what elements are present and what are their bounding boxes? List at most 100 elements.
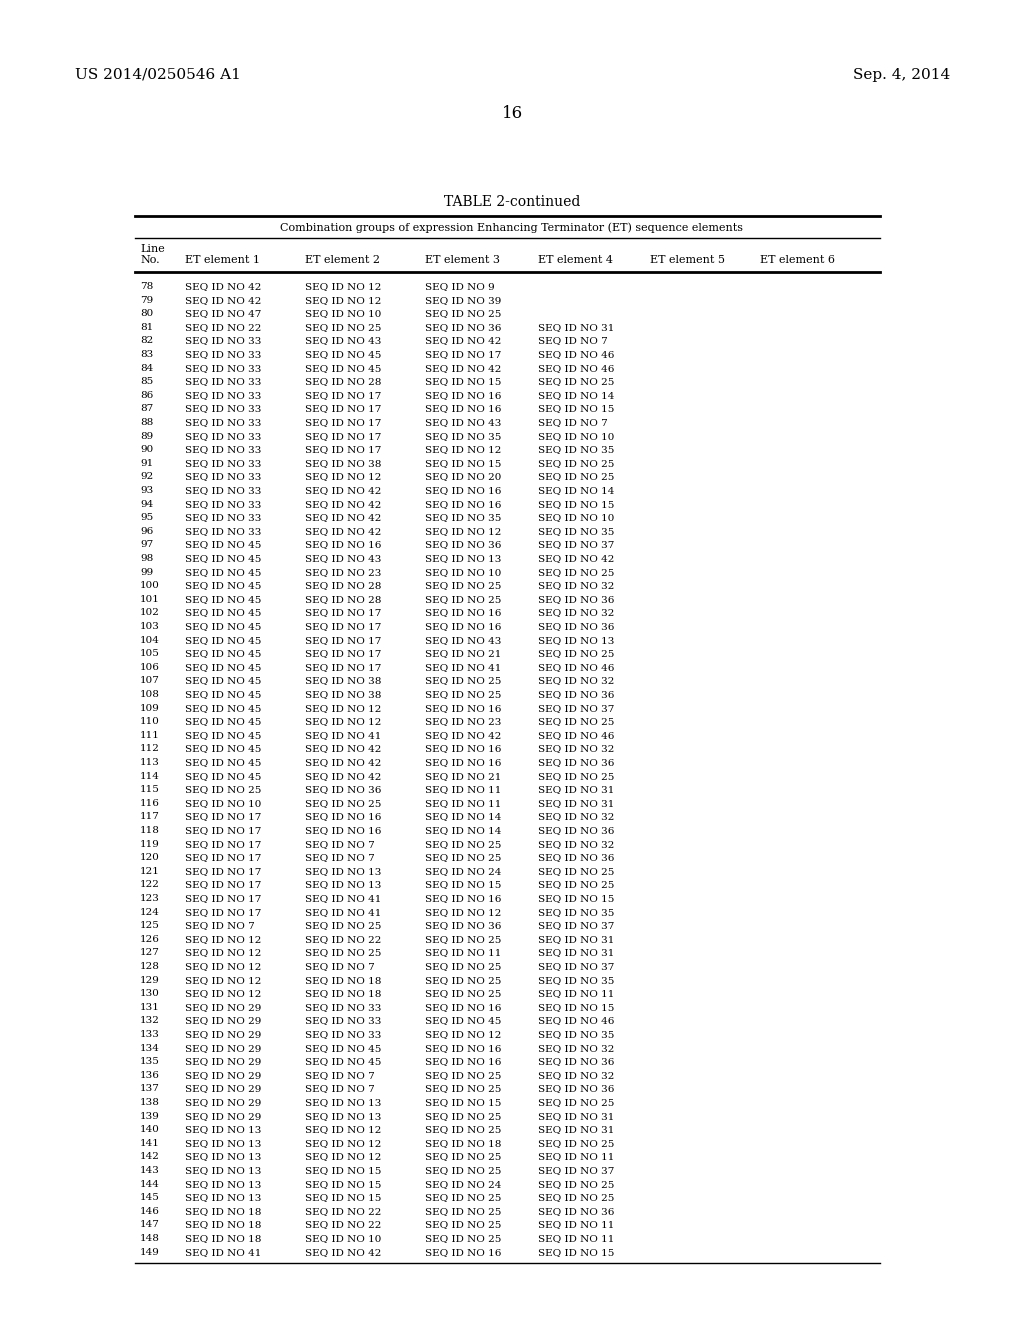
Text: SEQ ID NO 16: SEQ ID NO 16	[425, 391, 502, 400]
Text: 149: 149	[140, 1247, 160, 1257]
Text: SEQ ID NO 22: SEQ ID NO 22	[185, 323, 261, 331]
Text: SEQ ID NO 17: SEQ ID NO 17	[185, 840, 261, 849]
Text: ET element 2: ET element 2	[305, 255, 380, 265]
Text: SEQ ID NO 12: SEQ ID NO 12	[305, 1139, 381, 1148]
Text: SEQ ID NO 15: SEQ ID NO 15	[425, 880, 502, 890]
Text: SEQ ID NO 33: SEQ ID NO 33	[185, 418, 261, 426]
Text: SEQ ID NO 32: SEQ ID NO 32	[538, 812, 614, 821]
Text: SEQ ID NO 17: SEQ ID NO 17	[305, 418, 381, 426]
Text: SEQ ID NO 25: SEQ ID NO 25	[425, 309, 502, 318]
Text: SEQ ID NO 31: SEQ ID NO 31	[538, 785, 614, 795]
Text: 82: 82	[140, 337, 154, 346]
Text: 131: 131	[140, 1003, 160, 1012]
Text: SEQ ID NO 45: SEQ ID NO 45	[185, 581, 261, 590]
Text: SEQ ID NO 45: SEQ ID NO 45	[185, 772, 261, 780]
Text: SEQ ID NO 38: SEQ ID NO 38	[305, 459, 381, 467]
Text: 126: 126	[140, 935, 160, 944]
Text: SEQ ID NO 25: SEQ ID NO 25	[425, 581, 502, 590]
Text: SEQ ID NO 36: SEQ ID NO 36	[538, 595, 614, 603]
Text: 103: 103	[140, 622, 160, 631]
Text: SEQ ID NO 12: SEQ ID NO 12	[425, 908, 502, 916]
Text: SEQ ID NO 10: SEQ ID NO 10	[305, 1234, 381, 1243]
Text: SEQ ID NO 31: SEQ ID NO 31	[538, 1125, 614, 1134]
Text: SEQ ID NO 45: SEQ ID NO 45	[305, 363, 381, 372]
Text: 107: 107	[140, 676, 160, 685]
Text: SEQ ID NO 13: SEQ ID NO 13	[185, 1193, 261, 1203]
Text: ET element 4: ET element 4	[538, 255, 613, 265]
Text: SEQ ID NO 45: SEQ ID NO 45	[185, 649, 261, 659]
Text: SEQ ID NO 42: SEQ ID NO 42	[185, 282, 261, 290]
Text: 85: 85	[140, 378, 154, 387]
Text: SEQ ID NO 42: SEQ ID NO 42	[305, 513, 381, 523]
Text: SEQ ID NO 12: SEQ ID NO 12	[305, 282, 381, 290]
Text: SEQ ID NO 25: SEQ ID NO 25	[538, 1180, 614, 1188]
Text: SEQ ID NO 41: SEQ ID NO 41	[185, 1247, 261, 1257]
Text: 94: 94	[140, 499, 154, 508]
Text: SEQ ID NO 25: SEQ ID NO 25	[538, 1139, 614, 1148]
Text: SEQ ID NO 25: SEQ ID NO 25	[538, 378, 614, 387]
Text: 95: 95	[140, 513, 154, 523]
Text: SEQ ID NO 25: SEQ ID NO 25	[425, 1111, 502, 1121]
Text: SEQ ID NO 12: SEQ ID NO 12	[305, 296, 381, 305]
Text: 123: 123	[140, 894, 160, 903]
Text: SEQ ID NO 13: SEQ ID NO 13	[185, 1166, 261, 1175]
Text: SEQ ID NO 25: SEQ ID NO 25	[538, 649, 614, 659]
Text: 127: 127	[140, 948, 160, 957]
Text: SEQ ID NO 12: SEQ ID NO 12	[305, 704, 381, 713]
Text: SEQ ID NO 25: SEQ ID NO 25	[425, 1193, 502, 1203]
Text: SEQ ID NO 23: SEQ ID NO 23	[305, 568, 381, 577]
Text: SEQ ID NO 45: SEQ ID NO 45	[185, 676, 261, 685]
Text: SEQ ID NO 43: SEQ ID NO 43	[305, 337, 381, 346]
Text: SEQ ID NO 16: SEQ ID NO 16	[425, 1057, 502, 1067]
Text: SEQ ID NO 32: SEQ ID NO 32	[538, 609, 614, 618]
Text: SEQ ID NO 32: SEQ ID NO 32	[538, 1044, 614, 1052]
Text: SEQ ID NO 11: SEQ ID NO 11	[425, 948, 502, 957]
Text: SEQ ID NO 42: SEQ ID NO 42	[185, 296, 261, 305]
Text: SEQ ID NO 17: SEQ ID NO 17	[305, 663, 381, 672]
Text: SEQ ID NO 14: SEQ ID NO 14	[425, 812, 502, 821]
Text: 92: 92	[140, 473, 154, 482]
Text: 104: 104	[140, 636, 160, 644]
Text: 87: 87	[140, 404, 154, 413]
Text: SEQ ID NO 22: SEQ ID NO 22	[305, 935, 381, 944]
Text: SEQ ID NO 33: SEQ ID NO 33	[305, 1003, 381, 1012]
Text: 139: 139	[140, 1111, 160, 1121]
Text: SEQ ID NO 25: SEQ ID NO 25	[305, 948, 381, 957]
Text: SEQ ID NO 17: SEQ ID NO 17	[305, 636, 381, 644]
Text: SEQ ID NO 45: SEQ ID NO 45	[305, 1044, 381, 1052]
Text: SEQ ID NO 25: SEQ ID NO 25	[425, 840, 502, 849]
Text: SEQ ID NO 16: SEQ ID NO 16	[425, 1003, 502, 1012]
Text: 83: 83	[140, 350, 154, 359]
Text: SEQ ID NO 33: SEQ ID NO 33	[305, 1016, 381, 1026]
Text: SEQ ID NO 16: SEQ ID NO 16	[305, 826, 381, 836]
Text: SEQ ID NO 25: SEQ ID NO 25	[425, 1166, 502, 1175]
Text: 132: 132	[140, 1016, 160, 1026]
Text: SEQ ID NO 25: SEQ ID NO 25	[425, 595, 502, 603]
Text: SEQ ID NO 12: SEQ ID NO 12	[305, 1152, 381, 1162]
Text: SEQ ID NO 21: SEQ ID NO 21	[425, 772, 502, 780]
Text: SEQ ID NO 12: SEQ ID NO 12	[185, 935, 261, 944]
Text: SEQ ID NO 15: SEQ ID NO 15	[425, 378, 502, 387]
Text: SEQ ID NO 13: SEQ ID NO 13	[305, 867, 381, 875]
Text: 113: 113	[140, 758, 160, 767]
Text: SEQ ID NO 7: SEQ ID NO 7	[305, 853, 375, 862]
Text: SEQ ID NO 42: SEQ ID NO 42	[425, 337, 502, 346]
Text: SEQ ID NO 25: SEQ ID NO 25	[425, 1221, 502, 1229]
Text: SEQ ID NO 45: SEQ ID NO 45	[185, 758, 261, 767]
Text: SEQ ID NO 39: SEQ ID NO 39	[425, 296, 502, 305]
Text: SEQ ID NO 45: SEQ ID NO 45	[185, 744, 261, 754]
Text: SEQ ID NO 38: SEQ ID NO 38	[305, 676, 381, 685]
Text: SEQ ID NO 16: SEQ ID NO 16	[425, 704, 502, 713]
Text: SEQ ID NO 33: SEQ ID NO 33	[185, 391, 261, 400]
Text: 148: 148	[140, 1234, 160, 1243]
Text: SEQ ID NO 45: SEQ ID NO 45	[185, 595, 261, 603]
Text: SEQ ID NO 12: SEQ ID NO 12	[425, 527, 502, 536]
Text: 125: 125	[140, 921, 160, 931]
Text: SEQ ID NO 22: SEQ ID NO 22	[305, 1206, 381, 1216]
Text: SEQ ID NO 17: SEQ ID NO 17	[305, 445, 381, 454]
Text: SEQ ID NO 20: SEQ ID NO 20	[425, 473, 502, 482]
Text: SEQ ID NO 33: SEQ ID NO 33	[185, 513, 261, 523]
Text: SEQ ID NO 36: SEQ ID NO 36	[425, 323, 502, 331]
Text: SEQ ID NO 35: SEQ ID NO 35	[538, 975, 614, 985]
Text: SEQ ID NO 18: SEQ ID NO 18	[305, 989, 381, 998]
